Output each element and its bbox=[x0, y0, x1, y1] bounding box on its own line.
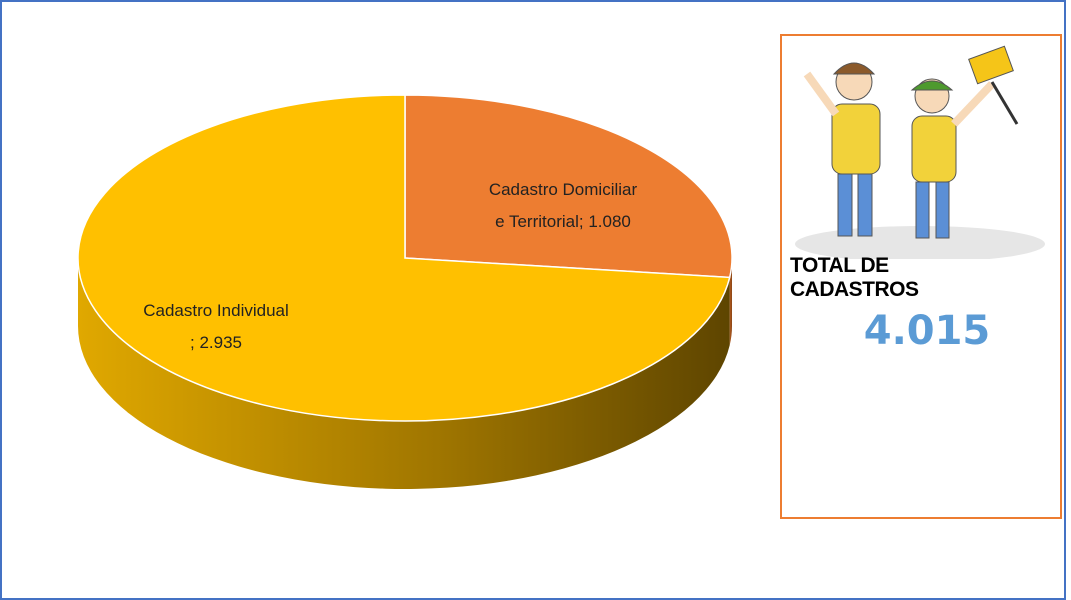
illustration bbox=[795, 45, 1045, 259]
summary-total: 4.015 bbox=[863, 308, 991, 354]
label-category: Cadastro Domiciliar e Territorial bbox=[488, 180, 638, 231]
label-value: 2.935 bbox=[199, 333, 242, 352]
label-category: Cadastro Individual bbox=[143, 301, 289, 320]
data-label: Cadastro Individual; 2.935 bbox=[106, 295, 326, 359]
summary-box: TOTAL DE CADASTROS 4.015 bbox=[780, 34, 1062, 519]
label-value: 1.080 bbox=[588, 212, 631, 231]
label-separator: ; bbox=[190, 333, 200, 352]
label-separator: ; bbox=[578, 212, 589, 231]
chart bbox=[77, 94, 733, 490]
slice-side bbox=[78, 258, 730, 490]
summary-title: TOTAL DE CADASTROS bbox=[790, 254, 919, 301]
data-label: Cadastro Domiciliar e Territorial; 1.080 bbox=[485, 174, 641, 238]
slice bbox=[77, 94, 731, 422]
slice bbox=[404, 94, 733, 279]
slice-side bbox=[729, 258, 732, 346]
